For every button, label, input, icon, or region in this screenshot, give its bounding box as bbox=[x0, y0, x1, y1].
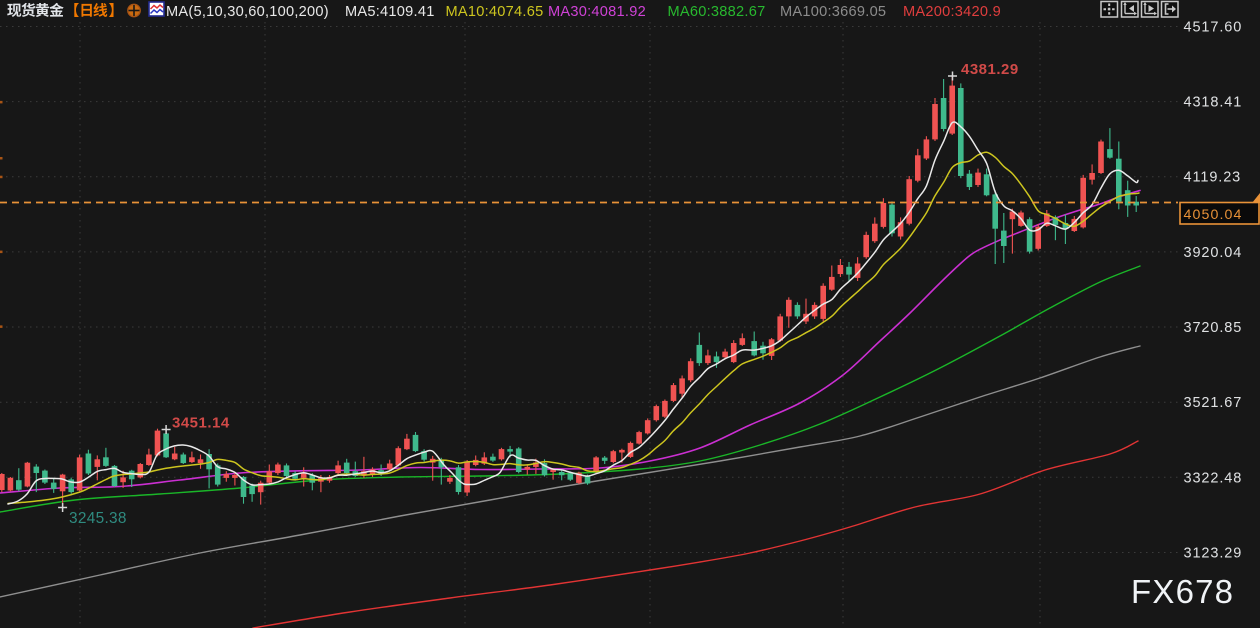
svg-text:MA5:4109.41: MA5:4109.41 bbox=[345, 4, 435, 20]
svg-text:MA(5,10,30,60,100,200): MA(5,10,30,60,100,200) bbox=[166, 4, 329, 20]
svg-text:3521.67: 3521.67 bbox=[1184, 395, 1243, 411]
svg-text:4119.23: 4119.23 bbox=[1184, 170, 1242, 186]
svg-text:3720.85: 3720.85 bbox=[1184, 320, 1243, 336]
svg-text:4318.41: 4318.41 bbox=[1184, 95, 1243, 111]
svg-text:3451.14: 3451.14 bbox=[172, 415, 230, 432]
svg-text:MA60:3882.67: MA60:3882.67 bbox=[668, 4, 766, 20]
svg-text:MA10:4074.65: MA10:4074.65 bbox=[446, 4, 544, 20]
svg-text:MA200:3420.9: MA200:3420.9 bbox=[903, 4, 1001, 20]
svg-text:3322.48: 3322.48 bbox=[1184, 470, 1243, 486]
svg-text:3920.04: 3920.04 bbox=[1184, 245, 1243, 261]
svg-text:MA30:4081.92: MA30:4081.92 bbox=[548, 4, 646, 20]
svg-text:FX678: FX678 bbox=[1131, 573, 1234, 610]
svg-text:3245.38: 3245.38 bbox=[69, 510, 127, 527]
svg-text:3123.29: 3123.29 bbox=[1184, 546, 1243, 562]
svg-text:4050.04: 4050.04 bbox=[1184, 207, 1243, 223]
svg-text:4381.29: 4381.29 bbox=[961, 61, 1019, 78]
svg-text:MA100:3669.05: MA100:3669.05 bbox=[780, 4, 886, 20]
svg-text:4517.60: 4517.60 bbox=[1184, 20, 1243, 36]
